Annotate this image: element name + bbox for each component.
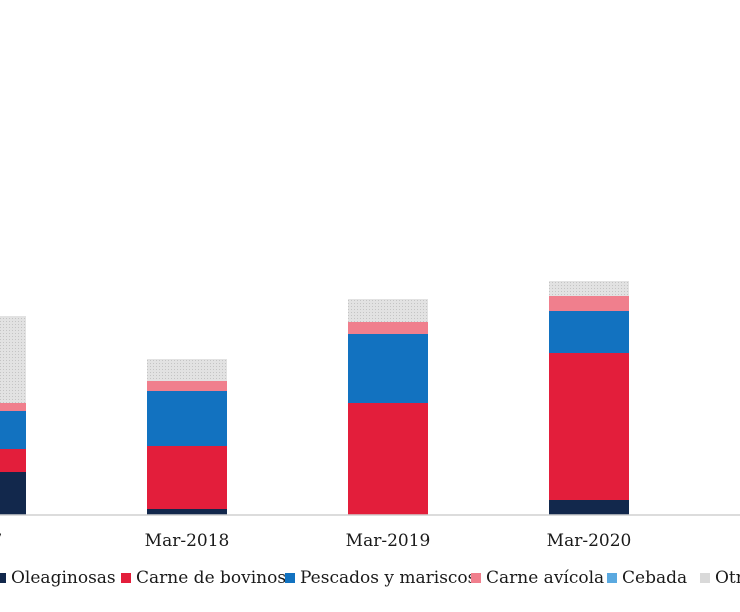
- legend-swatch: [0, 573, 6, 583]
- bars-group: [0, 281, 629, 515]
- bar-segment: [549, 500, 629, 515]
- bar-segment: [348, 299, 428, 322]
- legend-item: Pescados y mariscos: [285, 568, 476, 588]
- bar-segment: [147, 391, 227, 446]
- legend: Oleaginosas Carne de bovinos Pescados y ma…: [0, 568, 740, 596]
- x-tick-label: Mar-2020: [547, 531, 632, 551]
- x-tick-label: Mar-2019: [346, 531, 431, 551]
- x-tick-labels: 017 Mar-2018 Mar-2019 Mar-2020: [0, 531, 631, 551]
- bar-segment: [147, 446, 227, 509]
- legend-label: Carne avícola: [486, 568, 605, 588]
- bar-segment: [549, 296, 629, 311]
- bar-segment: [0, 472, 26, 515]
- bar-segment: [549, 281, 629, 296]
- legend-swatch: [471, 573, 481, 583]
- bar-segment: [348, 403, 428, 515]
- legend-label: Otr: [715, 568, 740, 588]
- bar-segment: [0, 403, 26, 411]
- legend-item: Cebada: [607, 568, 687, 588]
- legend-swatch: [700, 573, 710, 583]
- bar-segment: [549, 353, 629, 500]
- legend-swatch: [607, 573, 617, 583]
- legend-swatch: [121, 573, 131, 583]
- legend-label: Carne de bovinos: [136, 568, 287, 588]
- bar-segment: [348, 334, 428, 403]
- legend-item: Oleaginosas: [0, 568, 116, 588]
- bar-segment: [0, 411, 26, 449]
- legend-label: Pescados y mariscos: [300, 568, 477, 588]
- bar-segment: [147, 509, 227, 515]
- legend-swatch: [285, 573, 295, 583]
- legend-item: Carne avícola: [471, 568, 604, 588]
- legend-item: Otr: [700, 568, 740, 588]
- bar-segment: [348, 322, 428, 334]
- x-tick-label: Mar-2018: [145, 531, 230, 551]
- legend-item: Carne de bovinos: [121, 568, 286, 588]
- legend-label: Cebada: [622, 568, 688, 588]
- bar-segment: [0, 449, 26, 472]
- x-tick-label: 017: [0, 531, 2, 551]
- bar-segment: [147, 359, 227, 381]
- legend-label: Oleaginosas: [11, 568, 116, 588]
- bar-segment: [549, 311, 629, 353]
- bar-segment: [0, 316, 26, 403]
- bar-segment: [147, 381, 227, 391]
